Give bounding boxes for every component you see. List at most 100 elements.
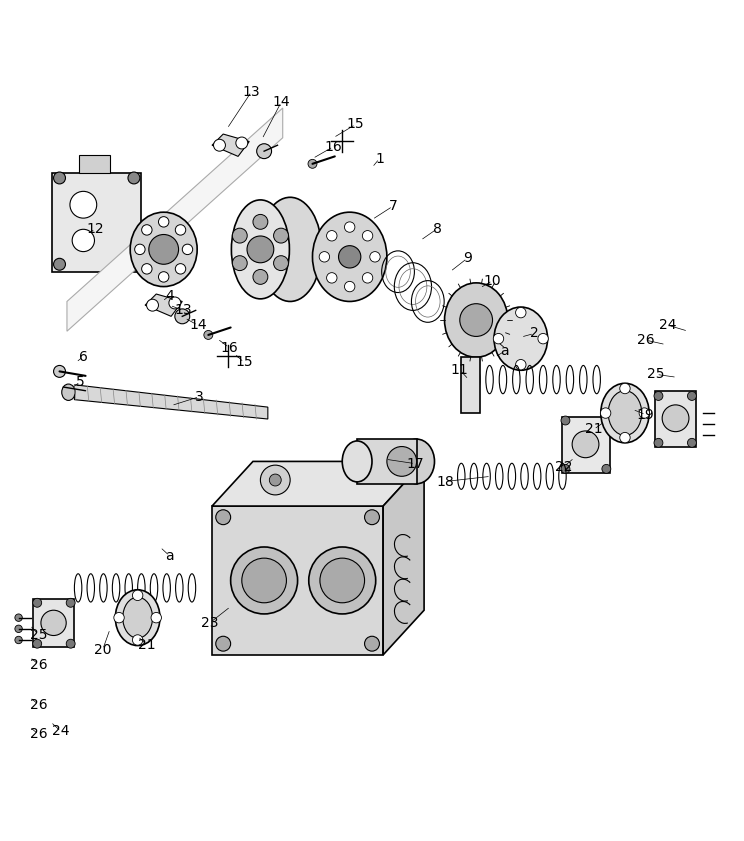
Circle shape	[561, 416, 570, 425]
Circle shape	[274, 256, 289, 271]
Ellipse shape	[601, 383, 649, 443]
Bar	[655, 391, 696, 447]
Text: 21: 21	[585, 422, 603, 436]
Text: 10: 10	[484, 273, 501, 288]
Circle shape	[15, 625, 22, 632]
Text: 6: 6	[79, 350, 88, 363]
Circle shape	[15, 637, 22, 643]
Text: 23: 23	[201, 616, 219, 630]
Polygon shape	[212, 462, 424, 506]
Circle shape	[135, 244, 145, 255]
Text: 21: 21	[138, 638, 156, 652]
Ellipse shape	[494, 307, 548, 370]
Text: 15: 15	[235, 356, 253, 369]
Circle shape	[320, 558, 365, 603]
Circle shape	[639, 408, 650, 418]
Circle shape	[114, 612, 124, 623]
Circle shape	[33, 598, 42, 607]
Text: 26: 26	[30, 658, 48, 671]
Text: a: a	[165, 549, 174, 563]
Text: 12: 12	[86, 221, 104, 235]
Text: 14: 14	[189, 318, 207, 332]
Bar	[79, 155, 110, 173]
Circle shape	[231, 547, 298, 614]
Bar	[562, 417, 610, 473]
Text: 8: 8	[433, 221, 442, 235]
Polygon shape	[212, 506, 383, 655]
Text: 13: 13	[243, 85, 260, 98]
Circle shape	[516, 308, 526, 318]
Circle shape	[232, 256, 247, 271]
Ellipse shape	[399, 439, 434, 484]
Text: 26: 26	[637, 333, 655, 347]
Circle shape	[654, 438, 663, 447]
Circle shape	[493, 333, 504, 344]
Circle shape	[141, 263, 152, 274]
Text: 24: 24	[52, 724, 70, 738]
Text: 1: 1	[375, 151, 384, 166]
Circle shape	[247, 236, 274, 262]
Circle shape	[561, 464, 570, 473]
Text: 5: 5	[76, 375, 85, 389]
Text: 22: 22	[555, 460, 573, 473]
Text: 16: 16	[324, 140, 342, 154]
Circle shape	[370, 251, 380, 262]
Circle shape	[516, 359, 526, 370]
Circle shape	[242, 558, 286, 603]
Text: 11: 11	[451, 363, 469, 377]
Circle shape	[327, 272, 337, 283]
Ellipse shape	[231, 200, 289, 299]
Circle shape	[308, 159, 317, 168]
Circle shape	[602, 464, 611, 473]
Circle shape	[572, 431, 599, 458]
Text: 18: 18	[436, 474, 454, 489]
Ellipse shape	[130, 212, 197, 287]
Circle shape	[362, 272, 373, 283]
Circle shape	[654, 391, 663, 400]
Circle shape	[269, 474, 281, 486]
Circle shape	[182, 244, 193, 255]
Circle shape	[72, 230, 94, 251]
Circle shape	[236, 137, 248, 149]
Polygon shape	[67, 108, 283, 331]
Ellipse shape	[259, 198, 321, 301]
Circle shape	[620, 383, 630, 394]
Circle shape	[132, 635, 143, 645]
Circle shape	[602, 416, 611, 425]
Circle shape	[687, 391, 696, 400]
Text: 26: 26	[30, 727, 48, 742]
Text: 25: 25	[30, 627, 48, 642]
Circle shape	[344, 282, 355, 292]
Circle shape	[309, 547, 376, 614]
Circle shape	[147, 299, 158, 311]
Circle shape	[141, 225, 152, 235]
Circle shape	[253, 269, 268, 284]
Circle shape	[41, 611, 66, 636]
Bar	[357, 439, 417, 484]
Ellipse shape	[342, 441, 372, 482]
Text: 3: 3	[195, 389, 204, 404]
Circle shape	[66, 639, 75, 648]
Text: 17: 17	[406, 457, 424, 471]
Circle shape	[274, 228, 289, 243]
Text: 26: 26	[30, 698, 48, 711]
Ellipse shape	[608, 391, 641, 436]
Text: 7: 7	[388, 199, 397, 214]
Circle shape	[169, 297, 181, 309]
Circle shape	[128, 258, 140, 270]
Polygon shape	[145, 294, 182, 316]
Circle shape	[70, 192, 97, 218]
Circle shape	[216, 637, 231, 651]
Circle shape	[662, 405, 689, 431]
Text: 25: 25	[647, 368, 665, 381]
Circle shape	[66, 598, 75, 607]
Circle shape	[257, 144, 272, 159]
Circle shape	[128, 172, 140, 184]
Text: 2: 2	[530, 326, 539, 341]
Circle shape	[687, 438, 696, 447]
Circle shape	[54, 172, 65, 184]
Circle shape	[33, 639, 42, 648]
Circle shape	[344, 222, 355, 232]
Circle shape	[538, 333, 548, 344]
Circle shape	[327, 230, 337, 241]
